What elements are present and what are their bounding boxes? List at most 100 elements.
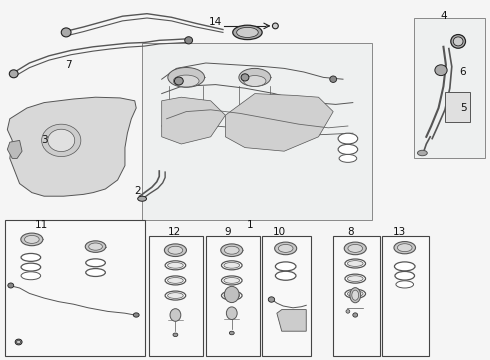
Ellipse shape — [85, 241, 106, 252]
Ellipse shape — [221, 244, 243, 256]
Ellipse shape — [339, 154, 357, 162]
Ellipse shape — [453, 37, 463, 46]
Ellipse shape — [237, 27, 258, 37]
Ellipse shape — [168, 293, 183, 298]
Ellipse shape — [9, 70, 18, 78]
Text: 13: 13 — [392, 227, 406, 237]
Bar — [206, 236, 260, 356]
Bar — [382, 236, 429, 356]
Polygon shape — [277, 310, 306, 331]
Ellipse shape — [21, 263, 41, 271]
Ellipse shape — [24, 235, 39, 243]
Ellipse shape — [278, 244, 293, 252]
Ellipse shape — [435, 65, 447, 76]
Ellipse shape — [346, 310, 350, 313]
Ellipse shape — [224, 278, 240, 283]
Ellipse shape — [348, 244, 363, 252]
Ellipse shape — [344, 242, 367, 255]
Ellipse shape — [397, 244, 412, 252]
Ellipse shape — [89, 243, 102, 250]
Text: 6: 6 — [460, 67, 466, 77]
Bar — [333, 236, 380, 356]
Bar — [414, 18, 485, 158]
Ellipse shape — [61, 28, 71, 37]
Ellipse shape — [275, 262, 296, 271]
Text: 14: 14 — [209, 17, 222, 27]
Ellipse shape — [168, 246, 183, 254]
Ellipse shape — [185, 37, 193, 44]
Ellipse shape — [17, 341, 21, 343]
Bar — [445, 92, 470, 122]
Text: 9: 9 — [224, 227, 231, 237]
Ellipse shape — [224, 293, 240, 298]
Ellipse shape — [347, 291, 363, 297]
Ellipse shape — [350, 288, 361, 303]
Ellipse shape — [224, 286, 239, 302]
Text: 11: 11 — [35, 220, 49, 230]
Ellipse shape — [42, 124, 81, 157]
Ellipse shape — [345, 259, 366, 268]
Ellipse shape — [395, 271, 415, 280]
Ellipse shape — [174, 77, 183, 85]
Bar — [5, 220, 145, 356]
Bar — [142, 43, 372, 220]
Ellipse shape — [173, 333, 178, 337]
Ellipse shape — [224, 246, 239, 254]
Text: 7: 7 — [65, 60, 72, 70]
Ellipse shape — [133, 313, 139, 317]
Ellipse shape — [15, 339, 22, 345]
Ellipse shape — [345, 289, 366, 298]
Ellipse shape — [165, 244, 187, 256]
Text: 3: 3 — [41, 135, 48, 145]
Ellipse shape — [239, 68, 271, 86]
Ellipse shape — [48, 129, 75, 152]
Ellipse shape — [394, 242, 416, 254]
Ellipse shape — [345, 274, 366, 283]
Ellipse shape — [21, 253, 41, 261]
Ellipse shape — [229, 331, 234, 335]
Bar — [149, 236, 203, 356]
Ellipse shape — [138, 196, 147, 201]
Ellipse shape — [274, 242, 296, 255]
Text: 4: 4 — [440, 11, 447, 21]
Ellipse shape — [165, 276, 186, 285]
Ellipse shape — [86, 259, 105, 267]
Ellipse shape — [168, 262, 183, 268]
Ellipse shape — [347, 276, 363, 282]
Ellipse shape — [8, 283, 14, 288]
Ellipse shape — [165, 261, 186, 270]
Ellipse shape — [330, 76, 337, 82]
Ellipse shape — [21, 233, 43, 246]
Ellipse shape — [275, 271, 296, 280]
Ellipse shape — [396, 281, 414, 288]
Ellipse shape — [394, 262, 415, 271]
Ellipse shape — [269, 297, 275, 302]
Ellipse shape — [168, 68, 205, 87]
Ellipse shape — [226, 307, 237, 320]
Ellipse shape — [165, 291, 186, 300]
Ellipse shape — [338, 133, 358, 144]
Ellipse shape — [168, 278, 183, 283]
Ellipse shape — [352, 290, 359, 300]
Bar — [262, 236, 311, 356]
Polygon shape — [162, 97, 225, 144]
Ellipse shape — [451, 35, 465, 48]
Polygon shape — [225, 94, 333, 151]
Ellipse shape — [86, 269, 105, 276]
Ellipse shape — [353, 313, 358, 317]
Ellipse shape — [241, 74, 249, 81]
Text: 8: 8 — [347, 227, 354, 237]
Text: 12: 12 — [167, 227, 181, 237]
Polygon shape — [7, 140, 22, 158]
Text: 5: 5 — [460, 103, 466, 113]
Polygon shape — [7, 97, 136, 196]
Ellipse shape — [233, 25, 262, 40]
Ellipse shape — [173, 75, 199, 87]
Ellipse shape — [417, 150, 427, 156]
Ellipse shape — [224, 262, 240, 268]
Ellipse shape — [221, 291, 242, 300]
Ellipse shape — [21, 272, 41, 280]
Text: 10: 10 — [273, 227, 286, 237]
Ellipse shape — [244, 76, 266, 86]
Ellipse shape — [221, 261, 242, 270]
